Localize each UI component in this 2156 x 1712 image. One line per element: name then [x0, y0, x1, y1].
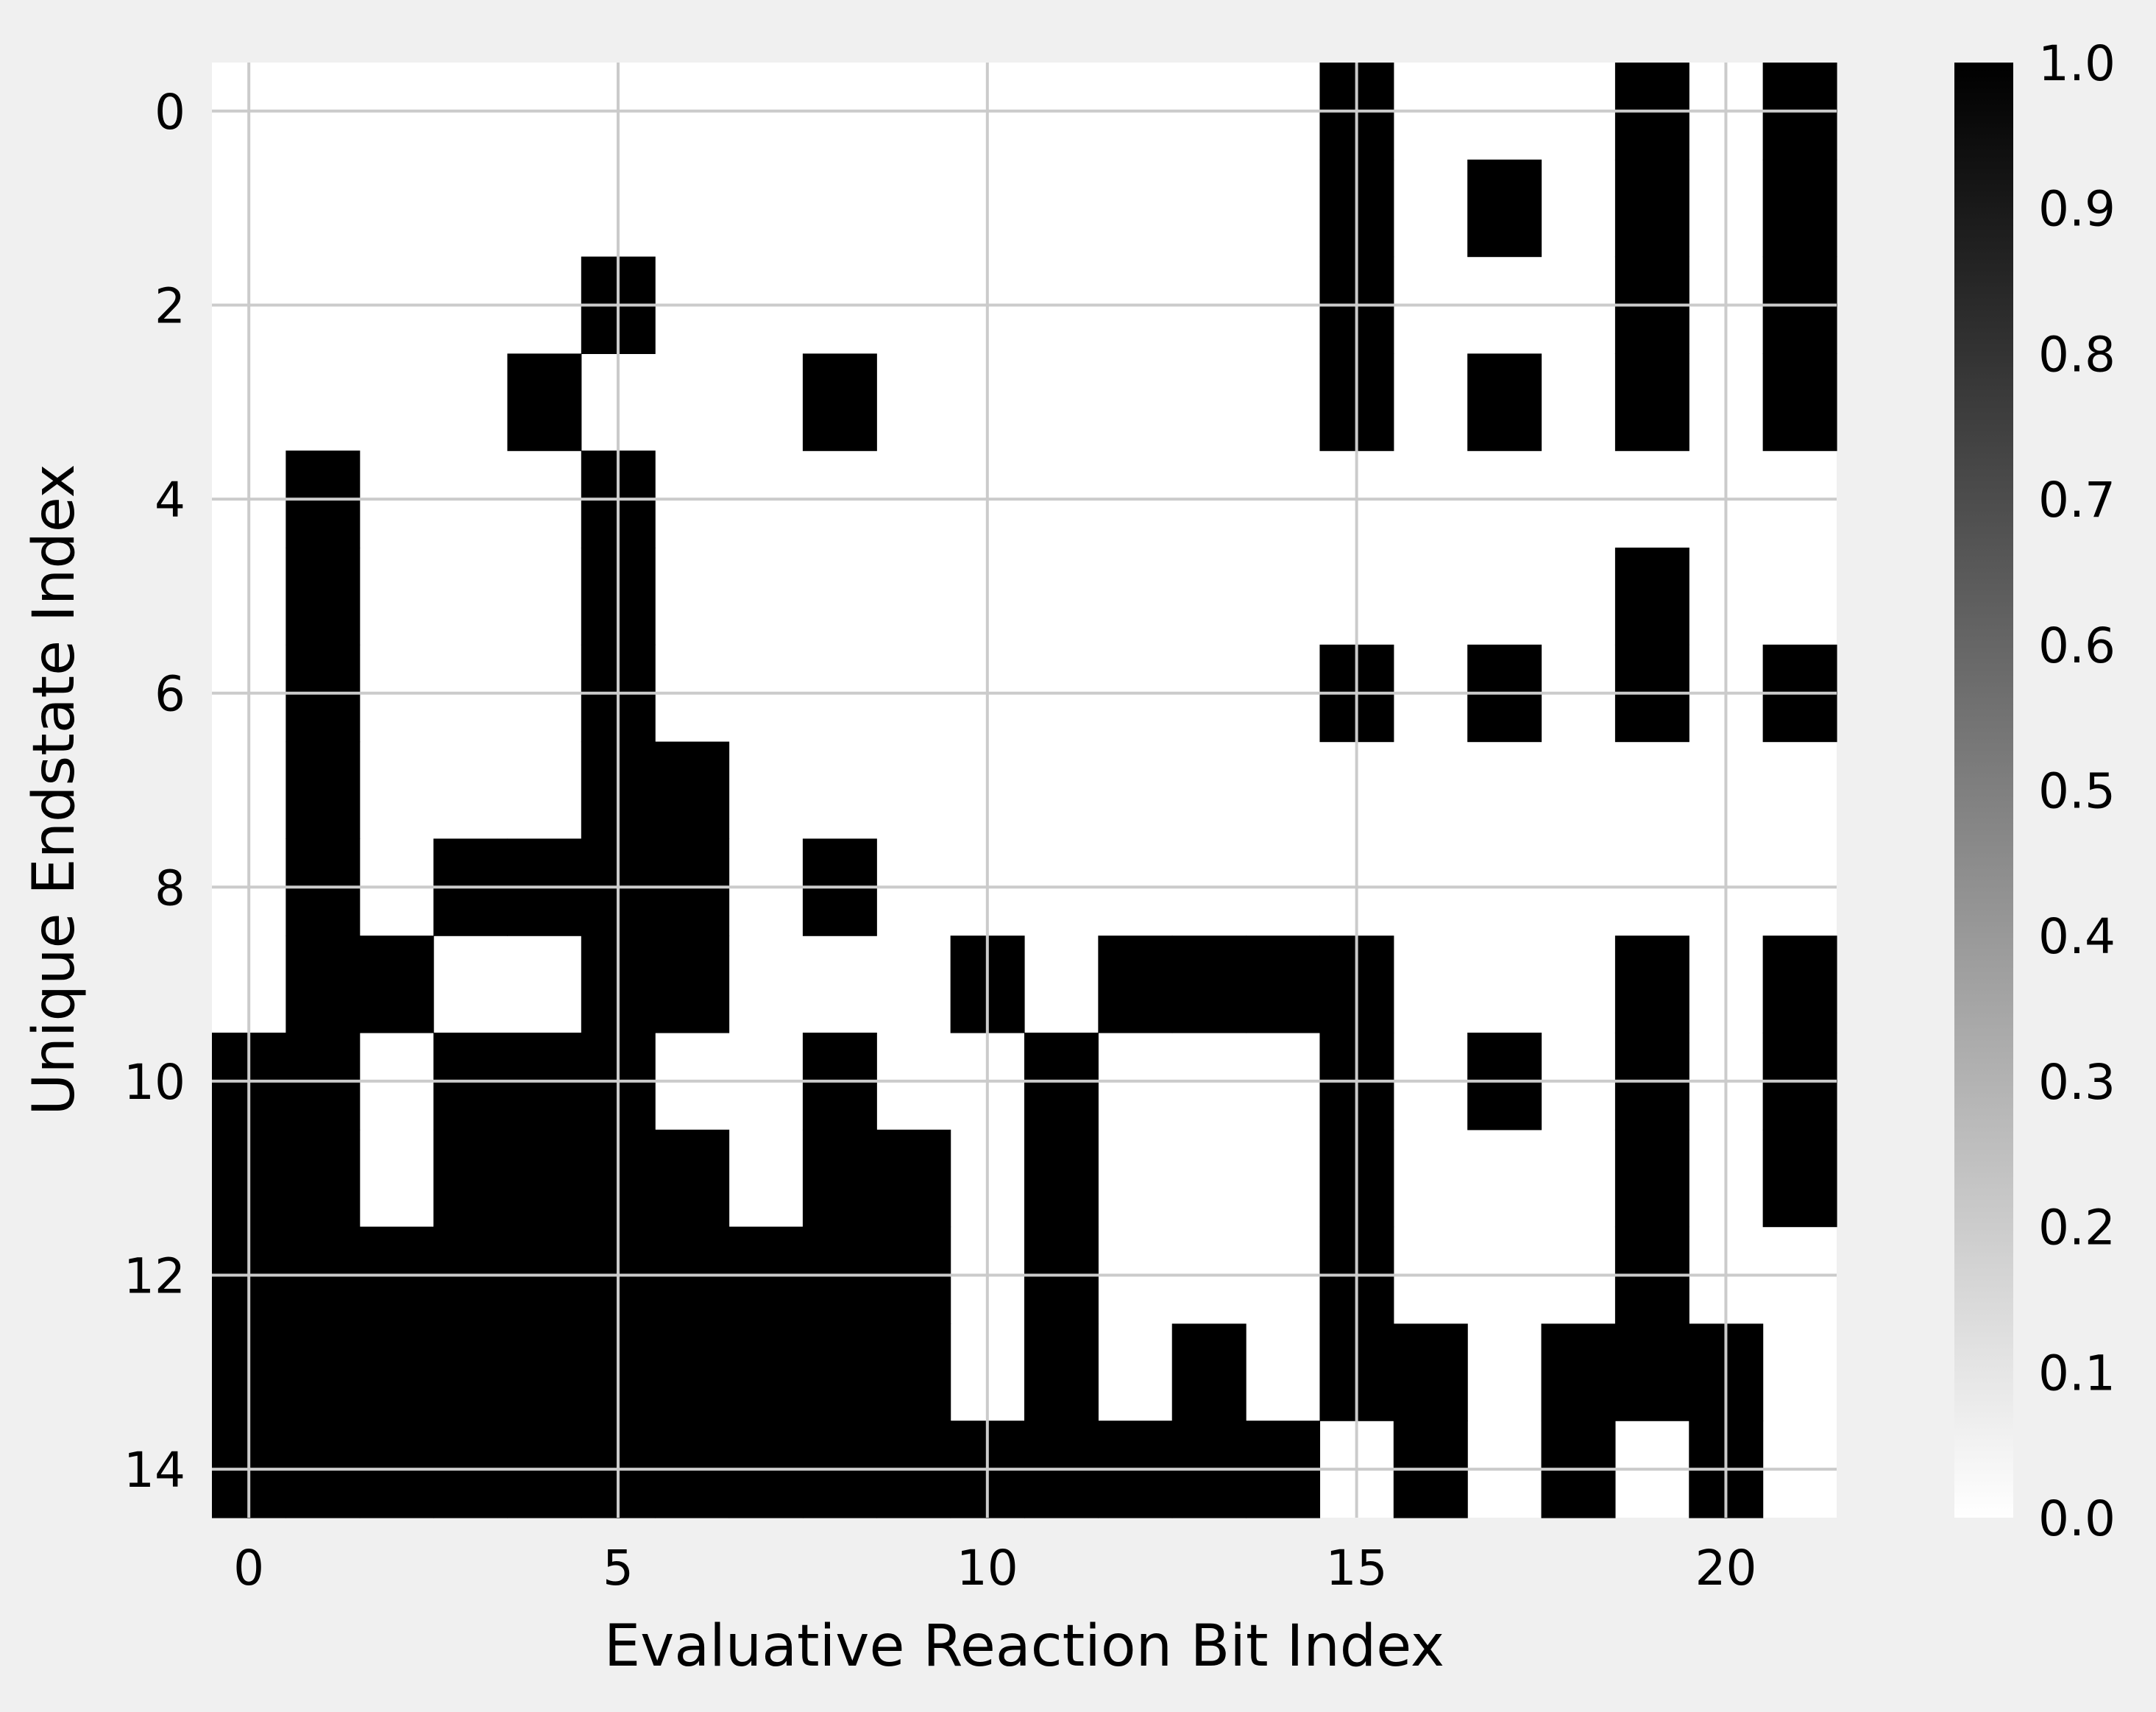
cell-r3-c17 — [1467, 353, 1542, 451]
cell-r1-c21 — [1762, 159, 1837, 258]
cell-r5-c19 — [1614, 548, 1689, 645]
x-axis-label: Evaluative Reaction Bit Index — [604, 1613, 1444, 1680]
cell-r13-c6 — [655, 1323, 730, 1421]
plot-area — [212, 63, 1837, 1518]
y-tick-label-2: 2 — [155, 278, 185, 335]
x-tick-label-20: 20 — [1695, 1540, 1756, 1596]
cell-r1-c17 — [1467, 159, 1542, 258]
cell-r3-c19 — [1614, 353, 1689, 451]
cell-r11-c9 — [876, 1129, 951, 1228]
colorbar-tick-label-0.6: 0.6 — [2038, 618, 2116, 674]
cell-r11-c4 — [507, 1129, 582, 1228]
cell-r13-c7 — [728, 1323, 804, 1421]
cell-r13-c16 — [1393, 1323, 1468, 1421]
y-tick-label-8: 8 — [155, 860, 185, 916]
x-tick-label-5: 5 — [603, 1540, 634, 1596]
cell-r11-c19 — [1614, 1129, 1689, 1228]
y-tick-label-0: 0 — [155, 84, 185, 141]
colorbar: 0.0 0.1 0.2 0.3 0.4 0.5 0.6 0.7 0.8 0.9 1.0 — [1954, 35, 2116, 1547]
colorbar-tick-label-0.7: 0.7 — [2038, 472, 2116, 528]
cell-r1-c19 — [1614, 159, 1689, 258]
cell-r9-c12 — [1098, 935, 1173, 1033]
cell-r9-c13 — [1171, 935, 1247, 1033]
cell-r13-c19 — [1614, 1323, 1689, 1421]
y-tick-label-6: 6 — [155, 666, 185, 723]
cell-r9-c19 — [1614, 935, 1689, 1033]
cell-r9-c2 — [359, 935, 434, 1033]
y-axis-ticks: 0 2 4 6 8 10 12 14 — [124, 84, 185, 1499]
cell-r5-c1 — [286, 548, 361, 645]
x-axis-ticks: 0 5 10 15 20 — [233, 1540, 1756, 1596]
cell-r13-c1 — [286, 1323, 361, 1421]
colorbar-tick-label-0.2: 0.2 — [2038, 1200, 2116, 1256]
colorbar-tick-label-0.9: 0.9 — [2038, 181, 2116, 238]
cell-r9-c21 — [1762, 935, 1837, 1033]
cell-r7-c1 — [286, 741, 361, 839]
colorbar-tick-label-0.5: 0.5 — [2038, 763, 2116, 820]
cell-r13-c4 — [507, 1323, 582, 1421]
x-tick-label-0: 0 — [233, 1540, 264, 1596]
cell-r3-c4 — [507, 353, 582, 451]
cell-r13-c11 — [1024, 1323, 1099, 1421]
colorbar-tick-label-1.0: 1.0 — [2038, 35, 2116, 92]
cell-r3-c8 — [802, 353, 877, 451]
colorbar-tick-label-0.8: 0.8 — [2038, 326, 2116, 383]
colorbar-ticks: 0.0 0.1 0.2 0.3 0.4 0.5 0.6 0.7 0.8 0.9 1.0 — [2038, 35, 2116, 1547]
y-axis-label: Unique Endstate Index — [21, 464, 88, 1115]
cell-r11-c8 — [802, 1129, 877, 1228]
cell-r9-c6 — [655, 935, 730, 1033]
cell-r11-c11 — [1024, 1129, 1099, 1228]
y-tick-label-4: 4 — [155, 472, 185, 528]
cell-r13-c2 — [359, 1323, 434, 1421]
y-tick-label-12: 12 — [124, 1248, 185, 1305]
cell-r11-c21 — [1762, 1129, 1837, 1228]
cell-r11-c3 — [433, 1129, 508, 1228]
cell-r13-c18 — [1541, 1323, 1616, 1421]
cell-r13-c3 — [433, 1323, 508, 1421]
cell-r11-c6 — [655, 1129, 730, 1228]
x-tick-label-15: 15 — [1326, 1540, 1388, 1596]
y-tick-label-10: 10 — [124, 1054, 185, 1111]
cell-r7-c6 — [655, 741, 730, 839]
colorbar-tick-label-0.1: 0.1 — [2038, 1345, 2116, 1401]
colorbar-tick-label-0.0: 0.0 — [2038, 1490, 2116, 1547]
colorbar-gradient — [1954, 63, 2013, 1518]
cell-r9-c14 — [1246, 935, 1321, 1033]
x-tick-label-10: 10 — [957, 1540, 1018, 1596]
y-tick-label-14: 14 — [124, 1442, 185, 1499]
colorbar-tick-label-0.4: 0.4 — [2038, 908, 2116, 965]
cell-r3-c21 — [1762, 353, 1837, 451]
cell-r13-c13 — [1171, 1323, 1247, 1421]
cell-r9-c1 — [286, 935, 361, 1033]
cell-r11-c1 — [286, 1129, 361, 1228]
grid-lines — [212, 63, 1837, 1518]
cell-r13-c9 — [876, 1323, 951, 1421]
cell-r13-c8 — [802, 1323, 877, 1421]
colorbar-tick-label-0.3: 0.3 — [2038, 1054, 2116, 1111]
